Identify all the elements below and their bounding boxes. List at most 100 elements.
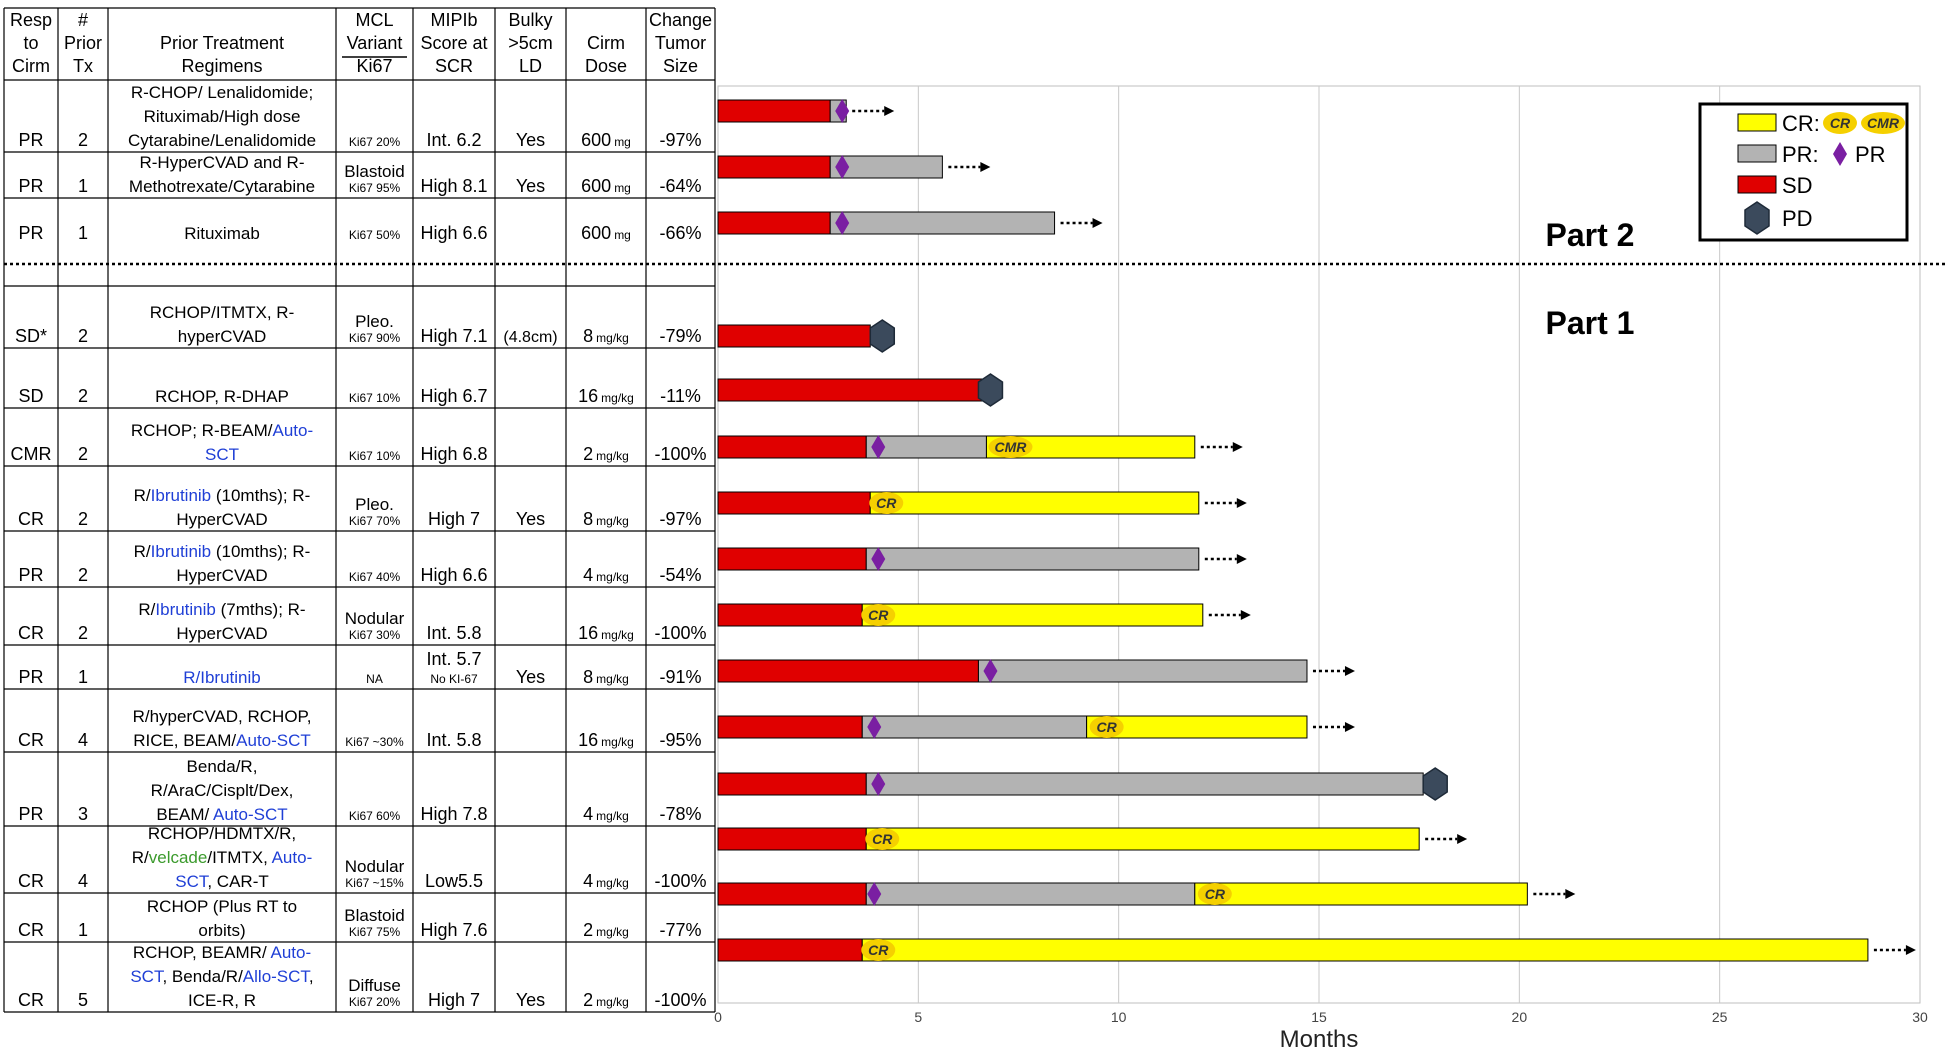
regimen-segment: BEAM/ xyxy=(156,805,213,824)
ongoing-arrowhead xyxy=(1457,834,1468,844)
bar-segment-sd xyxy=(717,378,983,402)
regimen-line: R/AraC/Cisplt/Dex, xyxy=(151,781,294,800)
pd-marker xyxy=(1422,767,1448,801)
prior-tx-cell: 4 xyxy=(78,730,88,750)
bar-segment-cr xyxy=(861,938,1869,962)
patient-bar xyxy=(717,99,895,123)
table-header-cell: to xyxy=(23,33,38,53)
regimen-segment: R/ xyxy=(138,600,155,619)
response-badge-label: CR xyxy=(1097,719,1118,735)
regimen-line: SCT xyxy=(205,445,239,464)
table-header-cell: Prior Treatment xyxy=(160,33,284,53)
dose-cell: 600 mg xyxy=(581,176,631,196)
bar-segment-pr xyxy=(829,211,1056,235)
regimen-line: Rituximab/High dose xyxy=(144,107,301,126)
resp-cell: CR xyxy=(18,509,44,529)
ki67-cell: Ki67 75% xyxy=(349,925,401,939)
dose-cell: 8 mg/kg xyxy=(583,326,629,346)
bulky-cell: Yes xyxy=(516,667,545,687)
response-badge xyxy=(861,939,896,961)
response-badge-label: CMR xyxy=(995,439,1028,455)
regimen-line: orbits) xyxy=(198,921,245,940)
pr-marker xyxy=(835,211,850,235)
regimen-segment: RCHOP, R-DHAP xyxy=(155,387,289,406)
regimen-segment: Ibrutinib xyxy=(151,542,211,561)
dose-cell: 8 mg/kg xyxy=(583,667,629,687)
regimen-segment: SCT xyxy=(130,967,164,986)
regimen-line: RCHOP/ITMTX, R- xyxy=(150,303,295,322)
resp-cell: PR xyxy=(18,130,43,150)
variant-cell: Diffuse xyxy=(348,976,401,995)
ki67-cell: Ki67 10% xyxy=(349,391,401,405)
response-badge xyxy=(1861,112,1905,134)
legend: CR: CR CMR PR: PR SD PD xyxy=(1698,102,1909,242)
dose-unit: mg/kg xyxy=(596,995,629,1009)
dose-value: 4 xyxy=(583,565,593,585)
pr-marker xyxy=(867,715,882,739)
table-header-cell: Ki67 xyxy=(356,56,392,76)
resp-cell: SD xyxy=(18,386,43,406)
dose-unit: mg/kg xyxy=(601,628,634,642)
regimen-line: HyperCVAD xyxy=(176,624,267,643)
regimen-line: Rituximab xyxy=(184,224,260,243)
dose-cell: 8 mg/kg xyxy=(583,509,629,529)
ongoing-arrowhead xyxy=(1344,722,1355,732)
table-header-cell: Prior xyxy=(64,33,102,53)
resp-cell: PR xyxy=(18,223,43,243)
bar-segment-sd xyxy=(717,772,867,796)
regimen-segment: , xyxy=(309,967,314,986)
dose-value: 16 xyxy=(578,730,598,750)
regimen-segment: RICE, BEAM/ xyxy=(133,731,236,750)
resp-cell: CR xyxy=(18,623,44,643)
table-header-cell: Change xyxy=(649,10,712,30)
dose-unit: mg/kg xyxy=(596,925,629,939)
x-tick-label: 20 xyxy=(1512,1009,1528,1025)
dose-value: 8 xyxy=(583,667,593,687)
tumor-change-cell: -78% xyxy=(659,804,701,824)
bar-segment-pr xyxy=(865,882,1196,906)
response-badge xyxy=(869,492,904,514)
bar-segment-pr xyxy=(829,155,943,179)
mipi-cell: High 7 xyxy=(428,509,480,529)
tumor-change-cell: -54% xyxy=(659,565,701,585)
resp-cell: CMR xyxy=(11,444,52,464)
regimen-line: Cytarabine/Lenalidomide xyxy=(128,131,316,150)
tumor-change-cell: -79% xyxy=(659,326,701,346)
dose-cell: 600 mg xyxy=(581,130,631,150)
mipi-cell: High 7.1 xyxy=(420,326,487,346)
pr-marker xyxy=(871,547,886,571)
regimen-line: RCHOP/HDMTX/R, xyxy=(148,824,296,843)
mipi-cell: High 7.8 xyxy=(420,804,487,824)
mipi-cell: High 6.7 xyxy=(420,386,487,406)
bar-segment-sd xyxy=(717,324,871,348)
resp-cell: SD* xyxy=(15,326,47,346)
bar-segment-pr xyxy=(865,772,1424,796)
dose-value: 600 xyxy=(581,130,611,150)
table-header-cell: Tx xyxy=(73,56,93,76)
bar-segment-sd xyxy=(717,491,871,515)
table-header-cell: >5cm xyxy=(508,33,553,53)
regimen-segment: R-HyperCVAD and R- xyxy=(139,153,304,172)
bar-segment-sd xyxy=(717,155,831,179)
table-header-cell: Resp xyxy=(10,10,52,30)
ki67-cell: Ki67 95% xyxy=(349,181,401,195)
regimen-segment: RCHOP/HDMTX/R, xyxy=(148,824,296,843)
pd-marker xyxy=(977,373,1004,407)
dose-value: 8 xyxy=(583,509,593,529)
ongoing-arrowhead xyxy=(1092,218,1103,228)
ongoing-arrowhead xyxy=(1240,610,1251,620)
regimen-segment: Auto- xyxy=(272,848,313,867)
regimen-line: R/Ibrutinib (7mths); R- xyxy=(138,600,305,619)
resp-cell: CR xyxy=(18,730,44,750)
prior-tx-cell: 2 xyxy=(78,130,88,150)
tumor-change-cell: -64% xyxy=(659,176,701,196)
regimen-segment: SCT xyxy=(175,872,209,891)
prior-tx-cell: 4 xyxy=(78,871,88,891)
response-badge xyxy=(1089,716,1124,738)
x-tick-label: 0 xyxy=(714,1009,722,1025)
regimen-line: Benda/R, xyxy=(187,757,258,776)
dose-unit: mg xyxy=(614,228,631,242)
x-tick-label: 5 xyxy=(914,1009,922,1025)
table-header-cell: Cirm xyxy=(12,56,50,76)
pr-marker xyxy=(867,882,882,906)
